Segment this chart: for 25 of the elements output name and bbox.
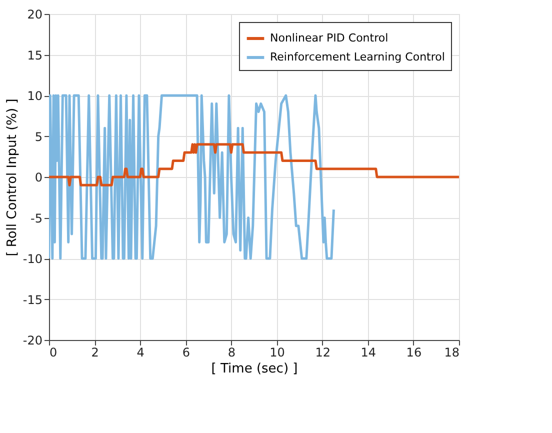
x-tick-label: 0 (50, 346, 58, 360)
x-tick-label: 8 (228, 346, 236, 360)
y-tick-label: 0 (34, 170, 42, 184)
y-tick-label: -20 (22, 334, 42, 348)
y-tick-label: 15 (27, 48, 42, 62)
x-tick-label: 4 (136, 346, 144, 360)
legend-label: Nonlinear PID Control (270, 32, 388, 44)
x-tick-label: 6 (182, 346, 190, 360)
x-tick-label: 14 (360, 346, 376, 360)
x-tick-label: 12 (315, 346, 330, 360)
y-tick-label: 5 (34, 130, 42, 144)
y-tick-label: -15 (22, 292, 42, 307)
legend-label: Reinforcement Learning Control (270, 50, 445, 64)
y-tick-label: 10 (27, 89, 42, 103)
x-tick-label: 18 (444, 346, 460, 360)
y-tick-label: -10 (22, 252, 42, 266)
x-tick-label: 16 (406, 346, 422, 360)
x-tick-label: 2 (91, 346, 99, 360)
y-tick-label: 20 (27, 8, 42, 22)
y-axis-title: [ Roll Control Input (%) ] (4, 98, 20, 256)
x-tick-label: 10 (270, 346, 285, 360)
line-series (49, 94, 335, 260)
y-tick-label: -5 (30, 211, 42, 226)
line-series (49, 143, 459, 186)
x-axis-title: [ Time (sec) ] (211, 362, 298, 376)
